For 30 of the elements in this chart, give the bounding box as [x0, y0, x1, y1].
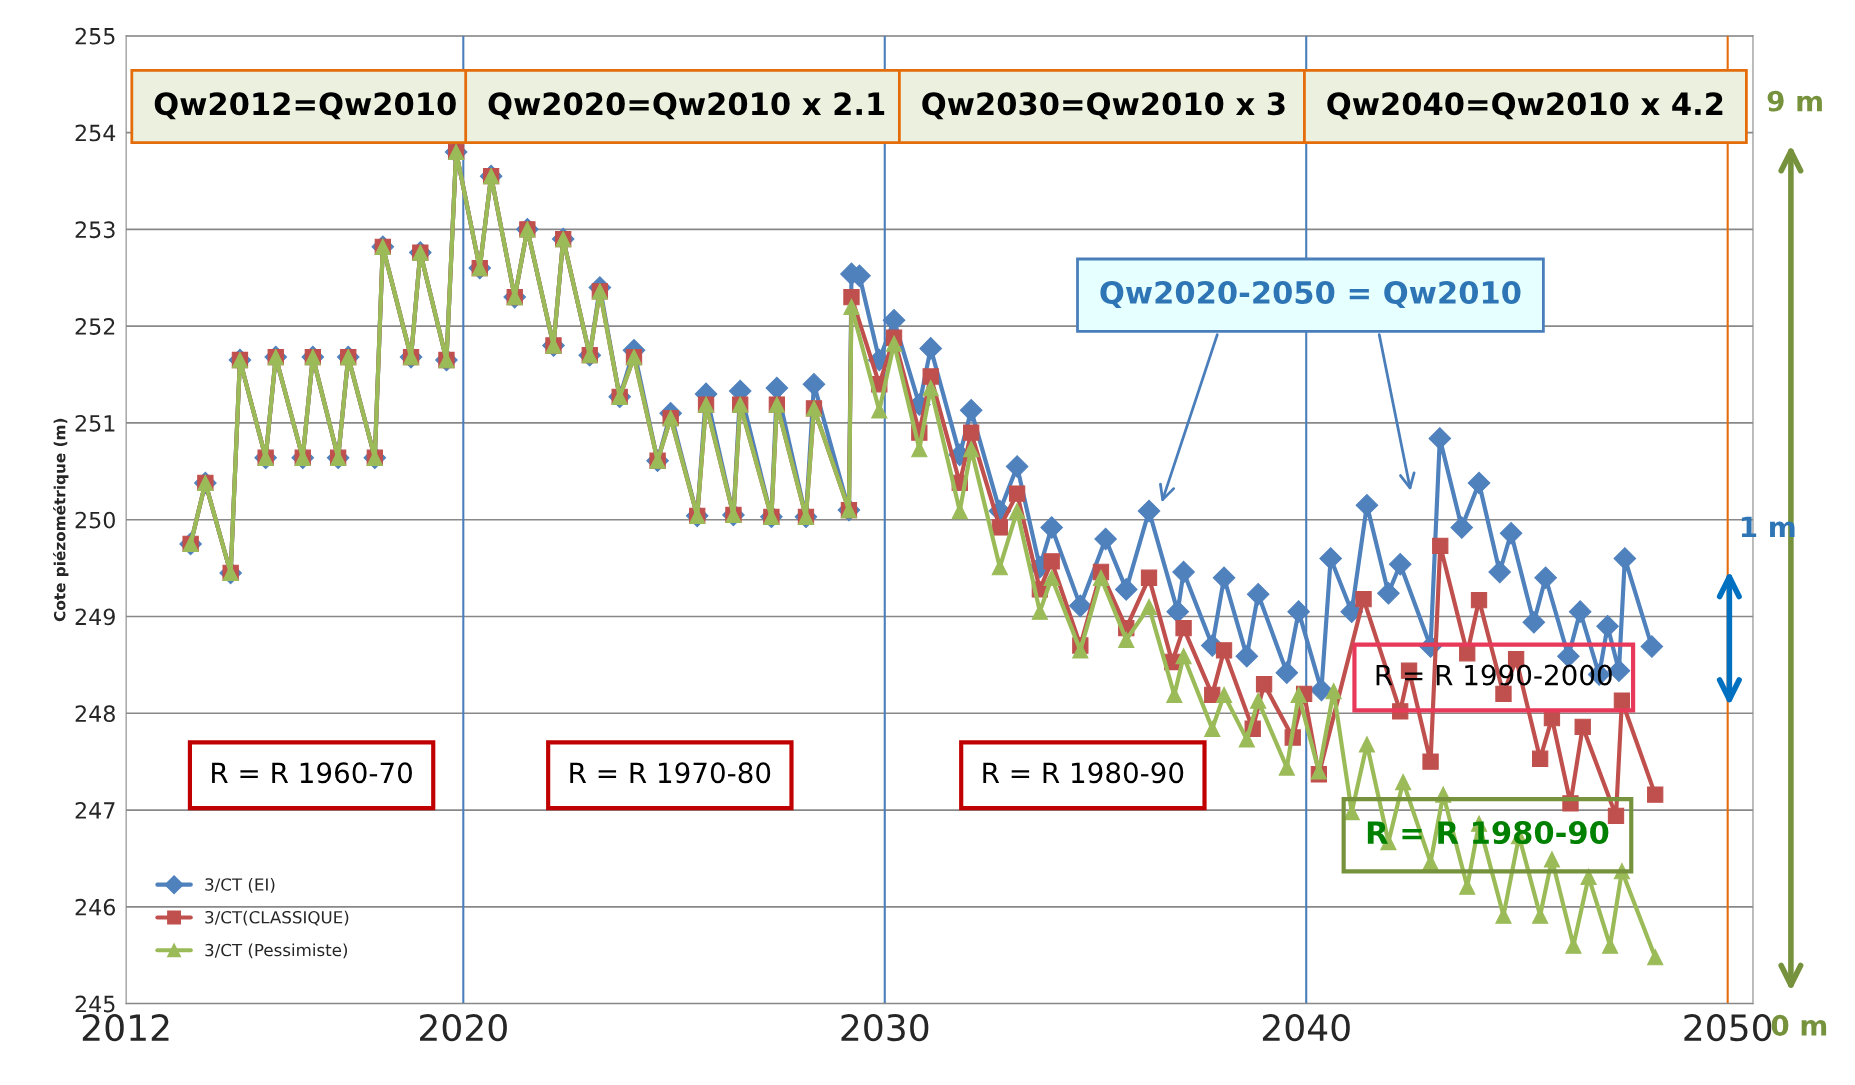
y-tick-label: 254 — [75, 124, 116, 142]
y-tick-label: 252 — [75, 318, 115, 335]
x-tick-label: 2012 — [82, 1013, 169, 1042]
text: 9 m — [1767, 90, 1822, 112]
legend-label: 3/CT (Pessimiste) — [205, 943, 348, 959]
annotation: Qw2040=Qw2010 x 4.2 — [1327, 92, 1723, 120]
y-tick-label: 253 — [75, 221, 115, 239]
annotation: R = R 1970-80 — [570, 762, 771, 784]
annotation: Qw2020=Qw2010 x 2.1 — [488, 92, 885, 120]
legend-label: 3/CT(CLASSIQUE) — [205, 910, 349, 926]
y-tick-label: 250 — [75, 511, 115, 529]
text: 0 m — [1771, 1014, 1827, 1036]
y-tick-label: 251 — [75, 414, 115, 432]
annotation: Qw2030=Qw2010 x 3 — [922, 92, 1285, 120]
annotation: Qw2020-2050 = Qw2010 — [1100, 280, 1521, 309]
y-tick-label: 249 — [75, 608, 115, 626]
x-tick-label: 2020 — [420, 1013, 507, 1042]
annotation: Qw2012=Qw2010 — [154, 92, 456, 120]
legend-label: 3/CT (EI) — [205, 877, 275, 893]
y-tick-label: 245 — [75, 995, 115, 1013]
y-tick-label: 255 — [75, 27, 115, 45]
x-tick-label: 2040 — [1262, 1013, 1350, 1042]
y-axis-title: Cote piézométrique (m) — [53, 418, 69, 622]
x-tick-label: 2030 — [841, 1013, 929, 1042]
y-tick-label: 248 — [75, 705, 115, 723]
x-tick-label: 2050 — [1684, 1013, 1772, 1042]
annotation: R = R 1980-90 — [983, 762, 1184, 784]
annotation: R = R 1960-70 — [212, 762, 412, 784]
y-tick-label: 246 — [75, 898, 116, 916]
y-tick-label: 247 — [75, 802, 115, 819]
